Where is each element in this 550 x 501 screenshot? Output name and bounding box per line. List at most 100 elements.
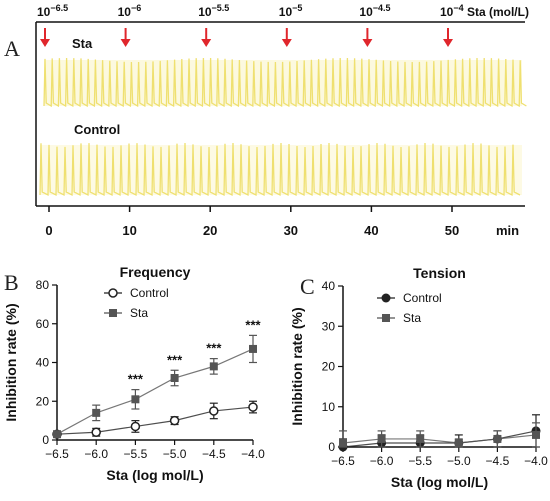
data-point <box>209 362 218 371</box>
series-sta <box>53 334 257 439</box>
x-tick-label: −4.5 <box>202 447 226 461</box>
concentration-exponent: −5 <box>292 3 302 13</box>
panel-c: 0 10 20 30 40 −6.5 −6.0 −5.5 −5.0 −4.5 −4.0 Inhibit… <box>289 265 548 490</box>
red-arrow-icon <box>120 28 131 47</box>
legend-label: Control <box>403 291 442 305</box>
axes: 0 10 20 30 40 −6.5 −6.0 −5.5 −5.0 −4.5 −4.0 Inhibit… <box>289 279 548 490</box>
time-tick-label: 30 <box>284 223 298 238</box>
y-axis-label: Inhibition rate (%) <box>3 303 19 421</box>
y-tick-label: 40 <box>36 356 50 370</box>
trace-label-control: Control <box>74 122 120 137</box>
y-tick-label: 40 <box>322 279 336 293</box>
concentration-exponent: −6 <box>131 3 141 13</box>
concentration-exponent: −4 <box>453 3 463 13</box>
data-point <box>91 427 101 437</box>
data-point <box>130 421 141 432</box>
legend-marker <box>382 314 390 322</box>
x-tick-label: −6.5 <box>331 454 355 468</box>
concentration-label: 10−5 <box>279 3 303 19</box>
red-arrow-icon <box>40 28 50 47</box>
red-arrow-icon <box>443 28 453 47</box>
significance-label: *** <box>167 352 183 367</box>
legend: Control Sta <box>377 291 442 325</box>
concentration-exponent: −5.5 <box>212 3 230 13</box>
concentration-label: 10−4 Sta (mol/L) <box>440 3 529 19</box>
y-axis-label: Inhibition rate (%) <box>289 307 305 425</box>
concentration-base: 10 <box>279 5 293 19</box>
panel-a-label: A <box>4 36 20 61</box>
data-point <box>339 438 347 447</box>
concentration-label: 10−5.5 <box>198 3 229 19</box>
y-tick-label: 0 <box>328 440 335 454</box>
concentration-label: 10−6 <box>118 3 142 19</box>
time-tick-label: 10 <box>122 223 136 238</box>
concentration-base: 10 <box>359 5 373 19</box>
x-tick-label: −5.5 <box>408 454 432 468</box>
legend-marker <box>109 309 117 317</box>
significance-label: *** <box>128 372 144 387</box>
red-arrow-head <box>362 39 373 47</box>
data-point <box>249 344 257 353</box>
x-tick-label: −4.5 <box>486 454 510 468</box>
x-axis-label: Sta (log mol/L) <box>391 474 488 490</box>
concentration-exponent: −4.5 <box>373 3 391 13</box>
red-arrow-head <box>40 39 50 47</box>
concentration-base: 10 <box>118 5 132 19</box>
concentration-exponent: −6.5 <box>50 3 68 13</box>
trace-label-sta: Sta <box>72 36 93 51</box>
time-tick-label: 20 <box>203 223 217 238</box>
data-point <box>493 434 502 443</box>
time-tick-label: 40 <box>364 223 378 238</box>
axes: 0 20 40 60 80 −6.5 −6.0 −5.5 −5.0 −4.5 −4.0 Inhibit… <box>3 278 265 483</box>
chart-title: Tension <box>413 265 466 281</box>
y-tick-label: 10 <box>322 400 336 414</box>
y-tick-label: 80 <box>36 278 50 292</box>
series-line <box>342 434 537 444</box>
legend-label: Sta <box>403 311 421 325</box>
red-arrow-head <box>120 39 131 47</box>
data-point <box>170 374 179 382</box>
panel-a: A 10−6.5 10−6 10−5.5 10−5 10−4.5 10−4 Sta (mo… <box>4 3 529 238</box>
data-point <box>532 430 540 439</box>
red-arrow-head <box>281 39 292 47</box>
data-point <box>209 406 219 416</box>
legend-marker <box>108 288 118 298</box>
data-point <box>377 434 386 443</box>
series-line <box>342 430 537 448</box>
red-arrow-icon <box>281 28 292 47</box>
x-tick-label: −6.0 <box>370 454 394 468</box>
time-tick-label: 0 <box>45 223 52 238</box>
red-arrow-icon <box>362 28 373 47</box>
series-line <box>56 348 254 435</box>
data-point <box>454 438 463 447</box>
concentration-base: 10 <box>440 5 454 19</box>
time-tick-label: 50 <box>445 223 459 238</box>
y-tick-label: 20 <box>36 394 50 408</box>
sta-trace <box>43 57 527 108</box>
x-tick-label: −5.0 <box>163 447 187 461</box>
red-arrow-head <box>201 39 212 47</box>
data-point <box>53 430 61 439</box>
concentration-label: 10−6.5 <box>37 3 68 19</box>
data-point <box>169 415 180 426</box>
legend-label: Control <box>130 286 169 300</box>
x-axis-label: Sta (log mol/L) <box>106 467 203 483</box>
concentration-base: 10 <box>198 5 212 19</box>
panel-b: 0 20 40 60 80 −6.5 −6.0 −5.5 −5.0 −4.5 −4.0 Inhibit… <box>3 264 265 483</box>
legend-marker <box>381 293 391 303</box>
x-tick-label: −4.0 <box>241 447 265 461</box>
x-tick-label: −6.0 <box>84 447 108 461</box>
control-trace <box>39 142 521 197</box>
data-point <box>248 402 258 412</box>
chart-title: Frequency <box>120 264 191 280</box>
concentration-unit: Sta (mol/L) <box>464 5 529 19</box>
significance-label: *** <box>245 317 261 332</box>
x-tick-label: −4.0 <box>524 454 548 468</box>
series-control <box>338 414 541 452</box>
time-unit: min <box>496 223 519 238</box>
red-arrow-head <box>443 39 453 47</box>
y-tick-label: 20 <box>322 360 336 374</box>
data-point <box>131 395 140 404</box>
legend-label: Sta <box>130 306 148 320</box>
